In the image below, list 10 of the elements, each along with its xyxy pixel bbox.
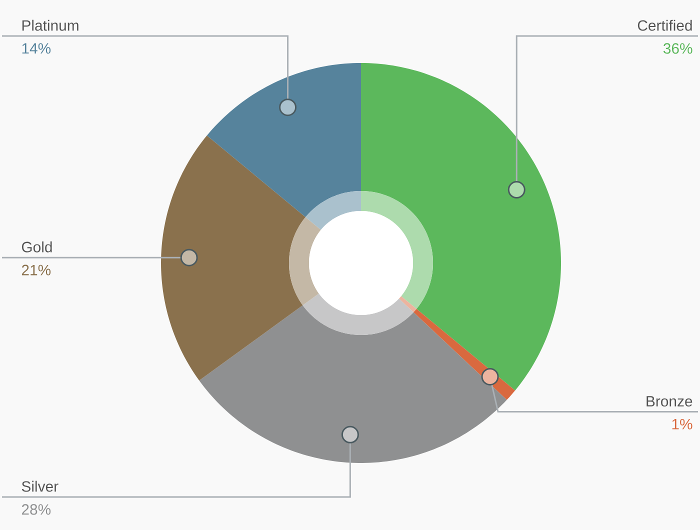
slice-label: Gold — [22, 241, 52, 252]
slice-label: Certified — [638, 20, 692, 31]
slice-label: Silver — [22, 480, 58, 492]
text: 36% — [663, 43, 692, 54]
text: 1% — [672, 418, 692, 430]
text: 28% — [22, 504, 51, 515]
slice-label: Bronze — [646, 396, 692, 407]
text: 21% — [22, 264, 51, 276]
slice-label: Platinum — [22, 20, 78, 31]
text: 14% — [22, 43, 51, 54]
